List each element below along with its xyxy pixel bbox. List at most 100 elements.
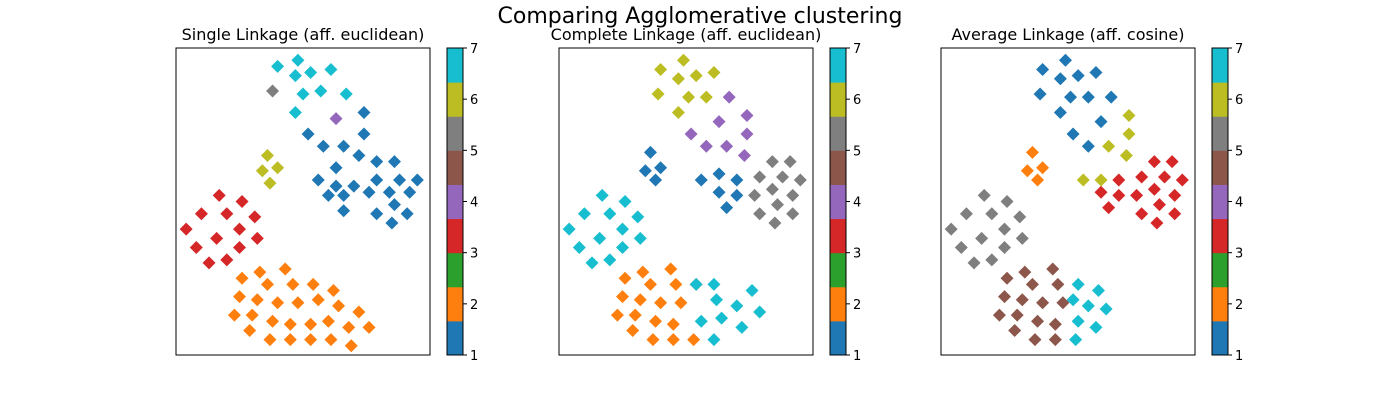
data-point — [699, 90, 713, 104]
data-point — [618, 271, 632, 285]
data-point — [654, 296, 668, 310]
data-point — [783, 155, 797, 169]
data-point — [250, 293, 264, 307]
data-point — [985, 207, 999, 221]
data-point — [243, 323, 257, 337]
data-point — [1147, 155, 1161, 169]
data-point — [1122, 127, 1136, 141]
data-point — [189, 241, 203, 255]
colorbar-segment — [830, 48, 846, 83]
data-point — [1168, 207, 1182, 221]
data-point — [194, 207, 208, 221]
colorbar-tick-label: 2 — [1235, 298, 1243, 313]
data-point — [1158, 170, 1172, 184]
data-point — [370, 173, 384, 187]
colorbar-segment — [830, 218, 846, 254]
subplot-single-linkage: Single Linkage (aff. euclidean) 1 2 3 4 5 6 7 — [175, 25, 478, 364]
data-point — [616, 290, 629, 304]
data-point — [1091, 284, 1105, 298]
colorbar-segment — [830, 320, 846, 356]
data-point — [1051, 277, 1065, 291]
data-point — [740, 109, 754, 123]
data-point — [1081, 139, 1095, 153]
data-point — [671, 72, 685, 86]
data-point — [266, 84, 280, 98]
data-point — [967, 256, 981, 270]
colorbar: 1 2 3 4 5 6 7 — [1211, 42, 1243, 364]
colorbar: 1 2 3 4 5 6 7 — [446, 42, 478, 364]
data-point — [985, 253, 999, 267]
data-point — [585, 256, 599, 270]
subplot-title: Average Linkage (aff. cosine) — [952, 25, 1185, 44]
data-point — [633, 293, 647, 307]
data-point — [306, 277, 320, 291]
data-point — [1102, 139, 1116, 153]
scatter-plot-area — [944, 53, 1189, 347]
data-point — [1147, 182, 1161, 196]
data-point — [664, 262, 678, 276]
data-point — [671, 105, 685, 119]
data-point — [709, 293, 723, 307]
data-point — [682, 90, 696, 104]
data-point — [616, 222, 629, 236]
data-point — [233, 222, 246, 236]
data-point — [628, 308, 642, 322]
data-point — [278, 262, 292, 276]
data-point — [1102, 201, 1116, 215]
data-point — [286, 277, 300, 291]
data-point — [385, 216, 399, 230]
data-point — [687, 333, 701, 347]
data-point — [245, 308, 259, 322]
data-point — [712, 185, 726, 199]
data-point — [1064, 90, 1078, 104]
colorbar-tick-label: 7 — [470, 42, 478, 57]
colorbar-segment — [830, 82, 846, 117]
data-point — [776, 170, 790, 184]
data-point — [1025, 277, 1039, 291]
data-point — [1094, 115, 1108, 129]
data-point — [1015, 231, 1029, 245]
data-point — [1036, 62, 1050, 76]
data-point — [1071, 277, 1085, 291]
data-point — [210, 231, 224, 245]
data-point — [676, 53, 690, 67]
data-point — [337, 188, 351, 202]
data-point — [616, 241, 629, 255]
colorbar-tick-label: 1 — [853, 349, 861, 364]
data-point — [344, 339, 358, 353]
data-point — [321, 314, 335, 328]
colorbar-tick-label: 4 — [470, 196, 478, 211]
colorbar-tick-label: 4 — [853, 196, 861, 211]
colorbar-segment — [1212, 82, 1228, 117]
data-point — [235, 271, 249, 285]
data-point — [288, 105, 302, 119]
data-point — [720, 139, 734, 153]
scatter-plot-area — [179, 53, 424, 353]
colorbar-segment — [1212, 150, 1228, 185]
data-point — [202, 256, 216, 270]
data-point — [1015, 293, 1029, 307]
data-point — [1112, 173, 1126, 187]
data-point — [669, 277, 683, 291]
data-point — [626, 323, 640, 337]
data-point — [179, 222, 193, 236]
data-point — [944, 222, 958, 236]
data-point — [654, 161, 668, 175]
data-point — [603, 207, 617, 221]
data-point — [694, 314, 708, 328]
data-point — [1122, 109, 1136, 123]
data-point — [1099, 302, 1113, 316]
colorbar-tick-label: 6 — [853, 93, 861, 108]
data-point — [770, 198, 784, 212]
colorbar-segment — [447, 218, 463, 254]
colorbar-segment — [447, 252, 463, 288]
data-point — [255, 164, 269, 178]
data-point — [735, 320, 749, 334]
data-point — [730, 188, 744, 202]
data-point — [793, 173, 807, 187]
data-point — [595, 188, 609, 202]
data-point — [638, 164, 652, 178]
data-point — [387, 198, 401, 212]
data-point — [1130, 188, 1144, 202]
data-point — [1066, 293, 1080, 307]
